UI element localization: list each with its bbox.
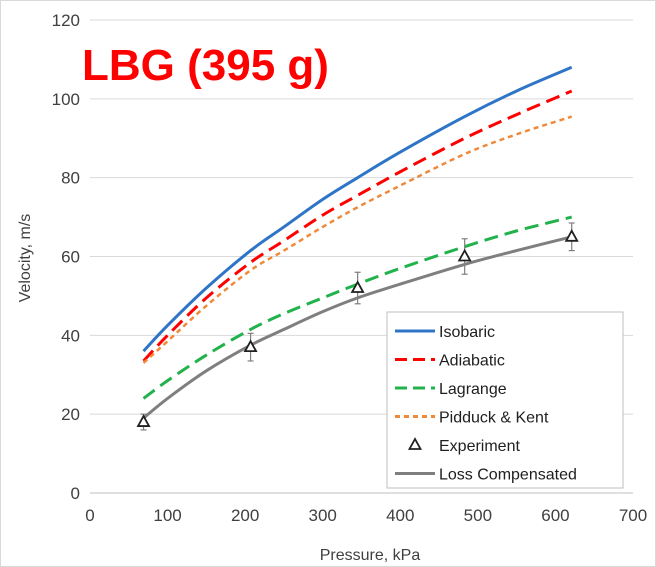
y-tick-label: 100 xyxy=(52,90,80,109)
x-tick-label: 300 xyxy=(309,506,337,525)
series-layer xyxy=(136,65,579,431)
x-tick-label: 600 xyxy=(541,506,569,525)
y-tick-label: 0 xyxy=(71,484,80,503)
y-tick-label: 40 xyxy=(61,326,80,345)
x-tick-label: 700 xyxy=(619,506,647,525)
y-tick-label: 20 xyxy=(61,405,80,424)
tick-labels: 0 20 40 60 80 100 120 0 100 200 300 400 500 600 700 xyxy=(52,11,648,525)
experiment-point xyxy=(457,248,472,262)
x-axis-label: Pressure, kPa xyxy=(320,547,421,564)
legend-box xyxy=(386,311,624,489)
experiment-point xyxy=(350,280,365,293)
x-tick-label: 400 xyxy=(386,506,414,525)
lagrange-line xyxy=(142,215,573,400)
y-tick-label: 120 xyxy=(52,11,80,30)
x-tick-label: 100 xyxy=(153,506,181,525)
experiment-point xyxy=(243,339,258,353)
loss-compensated-line xyxy=(142,235,573,420)
legend-swatch-experiment xyxy=(407,437,423,450)
x-tick-label: 500 xyxy=(464,506,492,525)
experiment-series xyxy=(136,222,579,431)
x-tick-label: 200 xyxy=(231,506,259,525)
legend-label-isobaric: Isobaric xyxy=(439,324,495,341)
experiment-point xyxy=(564,228,579,242)
legend-label-lagrange: Lagrange xyxy=(439,381,507,398)
adiabatic-line xyxy=(142,89,573,362)
experiment-point xyxy=(136,414,151,427)
y-tick-label: 60 xyxy=(61,248,80,267)
chart-title: LBG (395 g) xyxy=(82,41,329,90)
isobaric-line xyxy=(142,65,573,353)
y-tick-label: 80 xyxy=(61,169,80,188)
y-axis-label: Velocity, m/s xyxy=(17,214,34,303)
legend-label-loss-compensated: Loss Compensated xyxy=(439,467,577,484)
legend-label-adiabatic: Adiabatic xyxy=(439,353,505,370)
legend-label-pidduck-kent: Pidduck & Kent xyxy=(439,410,549,427)
legend-label-experiment: Experiment xyxy=(439,438,520,455)
legend: Isobaric Adiabatic Lagrange Pidduck & Kent E… xyxy=(386,311,624,489)
pidduck-kent-line xyxy=(142,115,573,364)
x-tick-label: 0 xyxy=(85,506,94,525)
